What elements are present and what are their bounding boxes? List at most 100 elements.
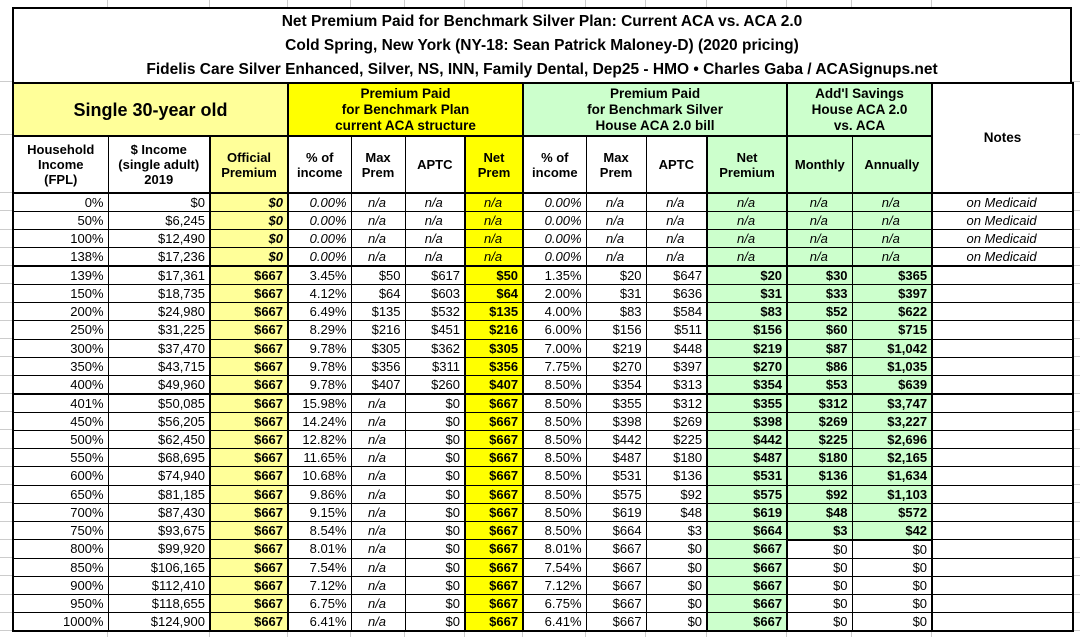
cell-aca-max-prem: n/a: [350, 411, 406, 431]
table-row: 550% $68,695 $667 11.65% n/a $0 $667 8.50% $487 $…: [12, 447, 1074, 468]
gridline-stub: [404, 0, 405, 7]
cell-aca2-pct-of-income: 8.50%: [522, 447, 587, 468]
table-row: 139% $17,361 $667 3.45% $50 $617 $50 1.35% $20 $6…: [12, 264, 1074, 285]
gridline-stub: [0, 593, 12, 595]
cell-aca2-net-premium: n/a: [706, 210, 789, 231]
gridline-stub: [107, 0, 108, 7]
cell-aca-net-prem: $667: [464, 520, 525, 541]
cell-fpl: 600%: [12, 466, 109, 486]
cell-aca-net-prem: $667: [464, 557, 525, 577]
group-header-house-aca20: Premium Paid for Benchmark Silver House …: [522, 82, 789, 137]
cell-aca-aptc: $260: [404, 374, 466, 395]
gridline-stub: [1072, 447, 1080, 449]
table-row: 700% $87,430 $667 9.15% n/a $0 $667 8.50% $619 $4…: [12, 502, 1074, 523]
cell-official-premium: $667: [208, 374, 290, 395]
gridline-stub: [0, 502, 12, 504]
gridline-stub: [287, 0, 288, 7]
cell-fpl: 150%: [12, 283, 109, 304]
cell-aca2-pct-of-income: 8.50%: [522, 502, 587, 523]
cell-income: $12,490: [107, 228, 211, 249]
cell-income: $99,920: [107, 539, 211, 559]
cell-aca2-net-premium: n/a: [706, 192, 789, 212]
cell-savings-monthly: $30: [786, 264, 853, 285]
cell-aca2-max-prem: n/a: [585, 210, 647, 231]
cell-savings-monthly: $312: [786, 392, 853, 413]
cell-savings-annually: $365: [851, 264, 933, 285]
cell-fpl: 650%: [12, 484, 109, 504]
gridline-stub: [1072, 429, 1080, 431]
cell-aca-aptc: $0: [404, 520, 466, 541]
gridline-stub: [1072, 392, 1080, 394]
gridline-stub: [1072, 374, 1080, 376]
gridline-stub: [0, 538, 12, 540]
gridline-stub: [0, 192, 12, 193]
cell-aca2-net-premium: $398: [706, 411, 789, 431]
cell-aca-aptc: n/a: [404, 192, 466, 212]
table-row: 850% $106,165 $667 7.54% n/a $0 $667 7.54% $667 $…: [12, 557, 1074, 577]
gridline-stub: [1072, 502, 1080, 504]
cell-fpl: 850%: [12, 557, 109, 577]
cell-notes: [931, 320, 1074, 340]
gridline-stub: [706, 0, 707, 7]
cell-aca-pct-of-income: 8.01%: [287, 539, 352, 559]
cell-aca-max-prem: n/a: [350, 210, 406, 231]
cell-notes: on Medicaid: [931, 210, 1074, 231]
gridline-stub: [0, 356, 12, 358]
cell-aca2-aptc: $0: [645, 557, 708, 577]
gridline-stub: [1072, 134, 1080, 135]
gridline-stub: [1072, 411, 1080, 412]
cell-notes: [931, 466, 1074, 486]
cell-savings-monthly: $33: [786, 283, 853, 304]
cell-savings-annually: $3,227: [851, 411, 933, 431]
cell-aca-max-prem: n/a: [350, 429, 406, 450]
cell-fpl: 400%: [12, 374, 109, 395]
gridline-stub: [0, 520, 12, 522]
cell-aca2-max-prem: n/a: [585, 228, 647, 249]
cell-fpl: 100%: [12, 228, 109, 249]
cell-aca-net-prem: $667: [464, 411, 525, 431]
cell-income: $112,410: [107, 575, 211, 596]
gridline-stub: [1072, 557, 1080, 558]
cell-savings-monthly: n/a: [786, 210, 853, 231]
cell-aca2-net-premium: n/a: [706, 228, 789, 249]
cell-fpl: 800%: [12, 539, 109, 559]
gridline-stub: [1072, 192, 1080, 193]
gridline-stub: [107, 630, 108, 637]
cell-aca-aptc: $362: [404, 338, 466, 358]
cell-aca2-net-premium: $667: [706, 539, 789, 559]
gridline-stub: [404, 630, 405, 637]
gridline-stub: [1072, 338, 1080, 339]
cell-aca-net-prem: n/a: [464, 228, 525, 249]
cell-aca2-pct-of-income: 8.50%: [522, 429, 587, 450]
cell-aca2-pct-of-income: 4.00%: [522, 301, 587, 322]
cell-aca2-max-prem: $355: [585, 392, 647, 413]
cell-aca2-pct-of-income: 8.50%: [522, 392, 587, 413]
gridline-stub: [786, 630, 787, 637]
cell-aca2-max-prem: $619: [585, 502, 647, 523]
cell-aca-net-prem: $667: [464, 502, 525, 523]
cell-savings-monthly: $225: [786, 429, 853, 450]
gridline-stub: [931, 0, 932, 7]
cell-aca2-pct-of-income: 0.00%: [522, 210, 587, 231]
cell-income: $0: [107, 192, 211, 212]
cell-official-premium: $667: [208, 338, 290, 358]
cell-income: $87,430: [107, 502, 211, 523]
cell-aca-max-prem: n/a: [350, 484, 406, 504]
col-header-savings-monthly: Monthly: [786, 135, 853, 194]
cell-aca-aptc: $0: [404, 429, 466, 450]
cell-aca-net-prem: $64: [464, 283, 525, 304]
cell-official-premium: $667: [208, 283, 290, 304]
cell-savings-annually: $572: [851, 502, 933, 523]
cell-aca2-max-prem: $31: [585, 283, 647, 304]
cell-aca-max-prem: $305: [350, 338, 406, 358]
cell-aca-pct-of-income: 8.29%: [287, 320, 352, 340]
cell-notes: [931, 301, 1074, 322]
gridline-stub: [1072, 246, 1080, 248]
cell-notes: [931, 502, 1074, 523]
cell-aca2-aptc: n/a: [645, 192, 708, 212]
table-row: 650% $81,185 $667 9.86% n/a $0 $667 8.50% $575 $9…: [12, 484, 1074, 504]
gridline-stub: [1072, 575, 1080, 577]
cell-aca2-pct-of-income: 8.50%: [522, 411, 587, 431]
gridline-stub: [1072, 593, 1080, 595]
cell-aca2-pct-of-income: 0.00%: [522, 192, 587, 212]
